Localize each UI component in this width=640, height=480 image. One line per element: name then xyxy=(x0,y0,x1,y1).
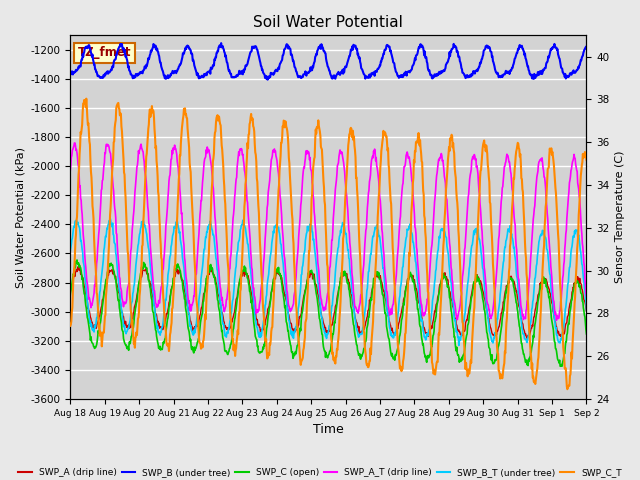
Y-axis label: Soil Water Potential (kPa): Soil Water Potential (kPa) xyxy=(15,146,25,288)
Legend: SWP_A (drip line), SWP_B (under tree), SWP_C (open), SWP_A_T (drip line), SWP_B_: SWP_A (drip line), SWP_B (under tree), S… xyxy=(15,464,625,480)
X-axis label: Time: Time xyxy=(313,423,344,436)
Text: TZ_fmet: TZ_fmet xyxy=(78,46,132,59)
Title: Soil Water Potential: Soil Water Potential xyxy=(253,15,403,30)
Y-axis label: Sensor Temperature (C): Sensor Temperature (C) xyxy=(615,151,625,283)
